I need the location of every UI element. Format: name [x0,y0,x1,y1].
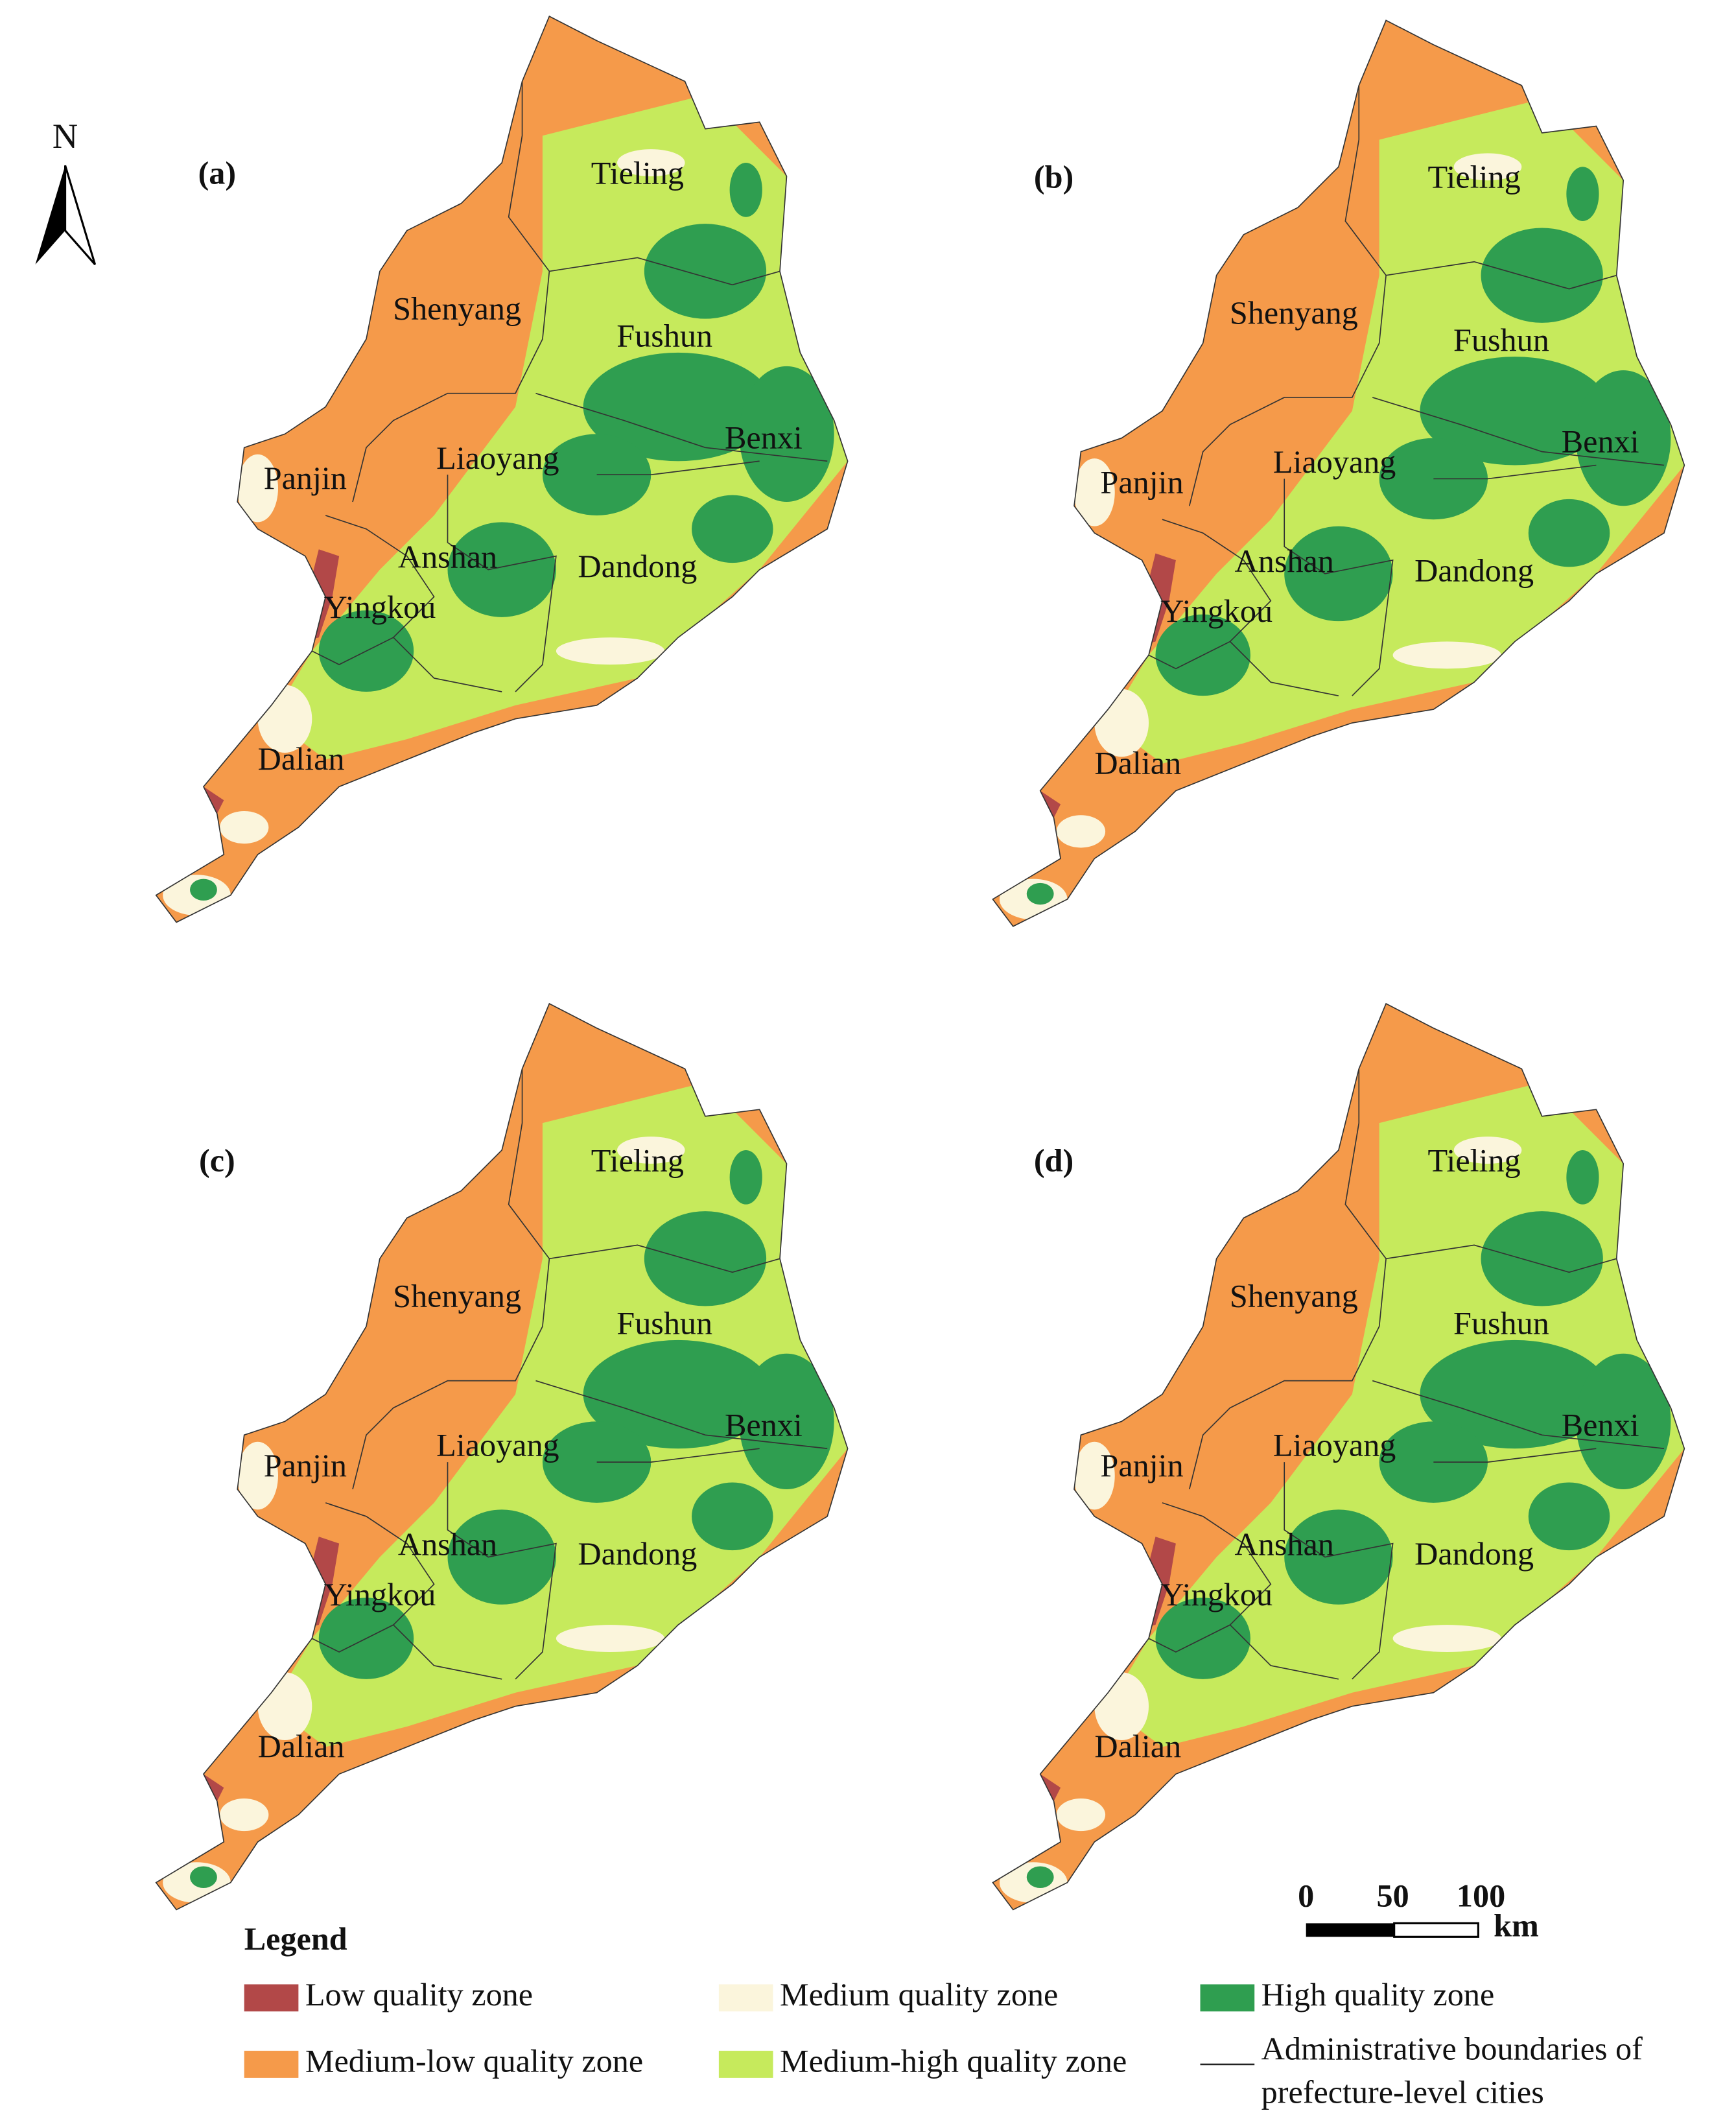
city-label: Panjin [1100,464,1183,500]
city-label: Tieling [1428,159,1521,195]
city-label: Panjin [1100,1447,1183,1483]
city-label: Dandong [1414,552,1534,588]
city-label: Shenyang [1230,294,1358,331]
scale-segment [1306,1923,1394,1937]
scale-tick-label: 0 [1298,1877,1314,1913]
city-label: Yingkou [323,1576,436,1612]
north-arrow [35,165,65,265]
city-label: Dandong [578,1535,697,1572]
legend-label: High quality zone [1261,1976,1495,2012]
legend-swatch [244,1984,299,2012]
city-label: Tieling [591,1142,684,1178]
city-label: Dandong [1414,1535,1534,1572]
scale-bar: 0 50 100 km [1298,1877,1539,1943]
city-label: Dalian [1094,1728,1181,1764]
north-arrow [64,165,97,265]
panel-label: (c) [199,1142,235,1178]
scale-tick-label: 100 [1457,1877,1505,1913]
legend-label: Medium-low quality zone [305,2042,643,2079]
legend-label: Medium-high quality zone [780,2042,1127,2079]
legend-label: prefecture-level cities [1261,2074,1544,2110]
legend: Administrative boundaries of prefecture-… [244,1976,1643,2110]
panel-label: (a) [198,154,237,191]
city-label: Anshan [398,538,497,574]
city-label: Benxi [725,419,803,455]
city-label: Liaoyang [436,1427,559,1463]
city-label: Anshan [1235,1526,1334,1562]
city-label: Fushun [616,1304,712,1341]
legend-label: Low quality zone [305,1976,533,2012]
city-label: Benxi [1562,423,1639,460]
panel-label: (b) [1034,159,1073,195]
city-label: Shenyang [1230,1278,1358,1314]
map-panel: (b) Tieling Shenyang Fushun Benxi Liaoyang Pan… [972,4,1705,953]
city-label: Dandong [578,548,697,584]
map-panel: (a) Tieling Shenyang Fushun Benxi Liaoyang Pan… [135,0,868,949]
city-label: Shenyang [393,1278,521,1314]
city-label: Liaoyang [1273,443,1396,480]
scale-segment [1393,1922,1479,1938]
city-label: Liaoyang [436,440,559,476]
map-panel: (d) Tieling Shenyang Fushun Benxi Liaoyang Pan… [972,987,1705,1937]
scale-tick-label: 50 [1376,1877,1409,1913]
panels: (a) Tieling Shenyang Fushun Benxi Liaoyang Pan… [135,0,1704,1937]
city-label: Benxi [725,1406,803,1443]
city-label: Fushun [1453,322,1549,358]
city-label: Anshan [1235,543,1334,579]
city-label: Dalian [1094,744,1181,781]
city-label: Panjin [264,460,347,496]
scale-unit: km [1494,1907,1539,1943]
legend-swatch [718,1984,773,2012]
panel-label: (d) [1034,1142,1073,1178]
legend-swatch [718,2051,773,2078]
city-label: Tieling [591,154,684,191]
city-label: Fushun [616,318,712,354]
city-label: Benxi [1562,1406,1639,1443]
city-label: Fushun [1453,1304,1549,1341]
city-label: Liaoyang [1273,1427,1396,1463]
city-label: Shenyang [393,290,521,327]
city-label: Dalian [258,740,345,777]
city-label: Panjin [264,1447,347,1483]
legend-swatch [244,2051,299,2078]
city-label: Anshan [398,1526,497,1562]
city-label: Dalian [258,1728,345,1764]
city-label: Yingkou [323,589,436,625]
city-label: Yingkou [1160,593,1273,629]
city-label: Tieling [1428,1142,1521,1178]
map-panel: (c) Tieling Shenyang Fushun Benxi Liaoyang Pan… [135,987,868,1937]
legend-swatch [1200,1984,1255,2012]
legend-title: Legend [244,1920,347,1957]
legend-label: Administrative boundaries of [1261,2031,1643,2067]
legend-label: Medium quality zone [780,1976,1058,2012]
north-label: N [53,117,78,156]
city-label: Yingkou [1160,1576,1273,1612]
